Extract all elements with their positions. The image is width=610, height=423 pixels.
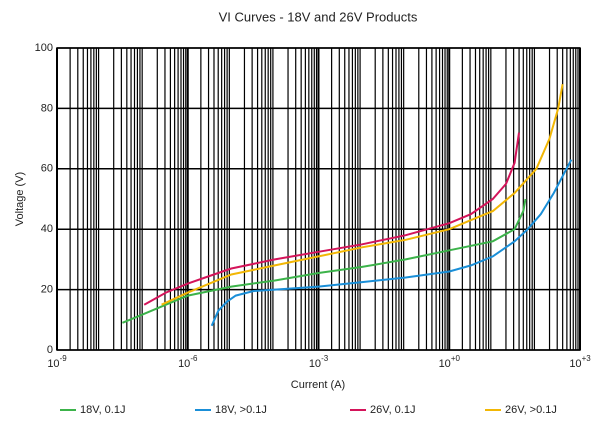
x-tick-label: 10-3 bbox=[309, 354, 329, 370]
tick-exponent: +0 bbox=[451, 354, 461, 363]
y-tick-label: 80 bbox=[41, 102, 53, 114]
series-line bbox=[143, 132, 520, 306]
x-tick-label: 10+0 bbox=[439, 354, 461, 370]
y-tick-label: 60 bbox=[41, 163, 53, 175]
y-axis-label: Voltage (V) bbox=[14, 172, 26, 226]
plot-frame bbox=[56, 47, 581, 351]
x-axis-label: Current (A) bbox=[291, 379, 345, 391]
tick-base: 10 bbox=[47, 358, 59, 370]
tick-exponent: +3 bbox=[582, 354, 592, 363]
legend-label: 18V, 0.1J bbox=[80, 404, 125, 416]
x-tick-label: 10-9 bbox=[47, 354, 67, 370]
y-tick-label: 40 bbox=[41, 223, 53, 235]
series-line bbox=[122, 198, 527, 324]
x-tick-label: 10-6 bbox=[178, 354, 198, 370]
tick-exponent: -6 bbox=[190, 354, 198, 363]
legend-label: 26V, >0.1J bbox=[505, 404, 557, 416]
legend-label: 26V, 0.1J bbox=[370, 404, 415, 416]
tick-base: 10 bbox=[439, 358, 451, 370]
tick-exponent: -9 bbox=[60, 354, 68, 363]
y-tick-label: 20 bbox=[41, 284, 53, 296]
y-tick-label: 0 bbox=[47, 344, 53, 356]
series-line bbox=[161, 84, 564, 306]
series-line bbox=[210, 159, 573, 327]
y-tick-label: 100 bbox=[35, 42, 53, 54]
legend-label: 18V, >0.1J bbox=[215, 404, 267, 416]
tick-base: 10 bbox=[569, 358, 581, 370]
tick-base: 10 bbox=[309, 358, 321, 370]
tick-exponent: -3 bbox=[321, 354, 329, 363]
chart-title: VI Curves - 18V and 26V Products bbox=[219, 9, 418, 24]
tick-base: 10 bbox=[178, 358, 190, 370]
x-tick-label: 10+3 bbox=[569, 354, 591, 370]
